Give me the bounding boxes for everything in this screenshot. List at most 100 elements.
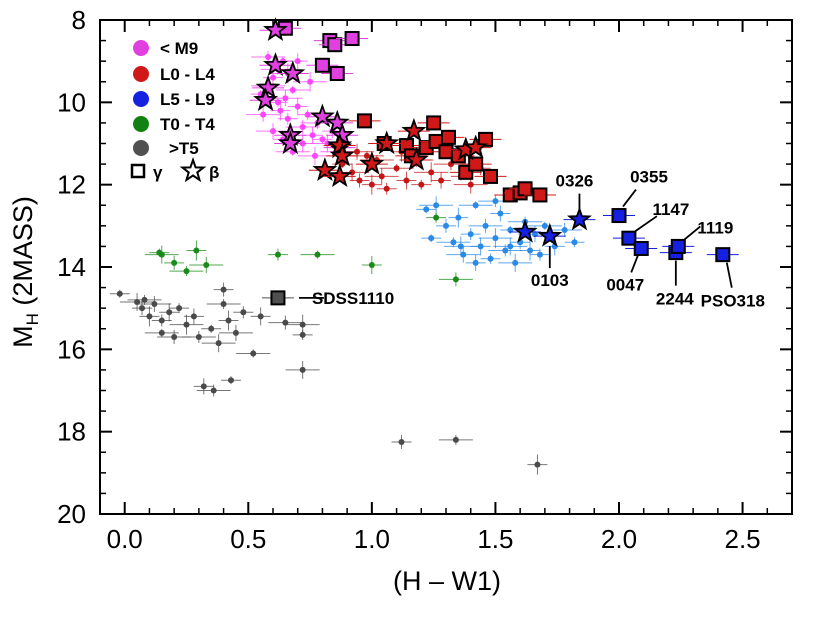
data-point-gt_t5	[225, 317, 232, 324]
gamma-square-l0_l4	[517, 181, 533, 197]
data-point-gt_t5	[452, 436, 459, 443]
annotation-label: 1119	[697, 218, 733, 237]
legend: < M9 L0 - L4 L5 - L9 T0 - T4 >T5 γ β	[130, 39, 219, 183]
gamma-square-l0_l4	[468, 156, 484, 172]
gamma-square-l0_l4	[478, 131, 494, 147]
data-point-gt_t5	[134, 298, 141, 305]
legend-swatch-gt-t5	[133, 140, 149, 156]
beta-star-l5_l9	[512, 218, 538, 243]
legend-swatch-l5-l9	[133, 91, 149, 107]
gamma-square-lt_m9	[344, 31, 360, 47]
highlighted-points-layer	[249, 17, 739, 306]
x-tick-label: 1.0	[354, 524, 390, 554]
data-point-l5_l9	[497, 210, 504, 217]
legend-label-l5-l9: L5 - L9	[160, 90, 215, 109]
data-point-l5_l9	[536, 251, 543, 258]
annotation-leader-line	[725, 262, 733, 288]
legend-beta-label: β	[209, 163, 219, 182]
data-point-gt_t5	[299, 321, 306, 328]
data-point-gt_t5	[151, 301, 158, 308]
data-point-gt_t5	[176, 305, 183, 312]
svg-text:MH (2MASS): MH (2MASS)	[8, 196, 42, 348]
data-point-gt_t5	[183, 321, 190, 328]
data-point-gt_t5	[240, 309, 247, 316]
x-tick-label: 0.5	[230, 524, 266, 554]
gamma-square-l5_l9	[633, 240, 649, 256]
data-point-t0_t4	[183, 268, 190, 275]
y-tick-label: 8	[72, 5, 86, 35]
beta-star-lt_m9	[309, 103, 335, 128]
data-point-gt_t5	[210, 387, 217, 394]
data-point-gt_t5	[171, 333, 178, 340]
data-point-t0_t4	[203, 261, 210, 268]
data-point-gt_t5	[190, 313, 197, 320]
y-axis-label: MH (2MASS)	[8, 196, 42, 348]
data-point-l0_l4	[378, 173, 385, 180]
annotation-label: 2244	[656, 290, 694, 309]
beta-star-l5_l9	[566, 206, 592, 231]
legend-label-l0-l4: L0 - L4	[160, 65, 215, 84]
y-tick-label: 20	[57, 499, 86, 529]
data-point-t0_t4	[274, 251, 281, 258]
data-point-l0_l4	[349, 169, 356, 176]
gamma-square-l5_l9	[611, 208, 627, 224]
annotation-leader-line	[622, 188, 637, 208]
beta-star-lt_m9	[253, 87, 279, 111]
data-point-l5_l9	[428, 235, 435, 242]
data-point-l5_l9	[472, 259, 479, 266]
data-point-gt_t5	[299, 366, 306, 373]
data-point-gt_t5	[299, 331, 306, 338]
y-tick-label: 12	[57, 170, 86, 200]
data-point-l5_l9	[561, 226, 568, 233]
data-point-gt_t5	[116, 290, 123, 297]
x-tick-label: 1.5	[477, 524, 513, 554]
data-point-l0_l4	[403, 177, 410, 184]
beta-star-l0_l4	[401, 117, 427, 142]
data-point-lt_m9	[284, 115, 291, 122]
data-point-l5_l9	[527, 247, 534, 254]
data-point-lt_m9	[307, 78, 314, 85]
annotation-label: 0355	[630, 168, 668, 187]
data-point-lt_m9	[260, 111, 267, 118]
data-point-lt_m9	[294, 58, 301, 65]
data-point-gt_t5	[158, 329, 165, 336]
annotations-layer: 0326 0355 1147 1119 0047 2244 PSO318 0103 SDSS11…	[298, 168, 765, 311]
beta-star-l0_l4	[403, 146, 429, 171]
data-point-l5_l9	[477, 243, 484, 250]
data-point-l5_l9	[507, 226, 514, 233]
legend-swatch-l0-l4	[133, 66, 149, 82]
beta-star-l0_l4	[359, 150, 385, 175]
y-axis-label-rest: (2MASS)	[8, 196, 38, 313]
legend-label-lt-m9: < M9	[160, 39, 198, 58]
data-point-l0_l4	[438, 177, 445, 184]
data-point-l5_l9	[450, 239, 457, 246]
data-point-t0_t4	[368, 261, 375, 268]
data-point-gt_t5	[534, 461, 541, 468]
data-point-l5_l9	[571, 239, 578, 246]
data-point-gt_t5	[208, 325, 215, 332]
data-point-l0_l4	[467, 181, 474, 188]
data-point-l0_l4	[393, 165, 400, 172]
data-point-lt_m9	[289, 86, 296, 93]
data-point-t0_t4	[158, 251, 165, 258]
data-point-gt_t5	[141, 296, 148, 303]
data-point-l5_l9	[467, 231, 474, 238]
data-point-l0_l4	[368, 181, 375, 188]
data-point-l0_l4	[363, 152, 370, 159]
data-point-l5_l9	[487, 255, 494, 262]
gamma-square-l5_l9	[715, 247, 731, 263]
gamma-square-gt_t5	[270, 290, 286, 306]
data-point-l5_l9	[512, 259, 519, 266]
data-point-gt_t5	[220, 301, 227, 308]
gamma-square-l0_l4	[356, 113, 372, 129]
data-point-gt_t5	[232, 329, 239, 336]
data-point-lt_m9	[319, 136, 326, 143]
data-point-gt_t5	[227, 377, 234, 384]
beta-star-lt_m9	[277, 130, 303, 155]
data-point-t0_t4	[433, 214, 440, 221]
legend-gamma-label: γ	[153, 163, 163, 182]
annotation-label: 0103	[531, 271, 569, 290]
data-point-gt_t5	[146, 313, 153, 320]
data-point-l5_l9	[492, 198, 499, 205]
data-point-lt_m9	[309, 132, 316, 139]
